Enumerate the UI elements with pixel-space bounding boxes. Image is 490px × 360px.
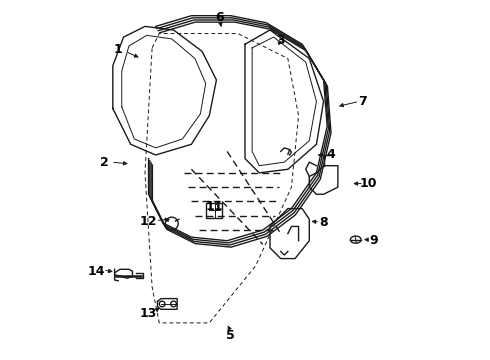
Text: 9: 9 <box>369 234 378 247</box>
Text: 12: 12 <box>140 215 157 228</box>
Text: 5: 5 <box>226 329 235 342</box>
Text: 7: 7 <box>359 95 368 108</box>
Text: 11: 11 <box>206 200 223 213</box>
Text: 2: 2 <box>99 156 108 168</box>
Text: 6: 6 <box>216 11 224 24</box>
Text: 13: 13 <box>140 307 157 320</box>
Text: 1: 1 <box>114 43 122 56</box>
Text: 10: 10 <box>360 177 377 190</box>
Text: 4: 4 <box>326 148 335 162</box>
Text: 14: 14 <box>88 265 105 278</box>
Text: 8: 8 <box>319 216 328 229</box>
Text: 3: 3 <box>276 34 285 47</box>
